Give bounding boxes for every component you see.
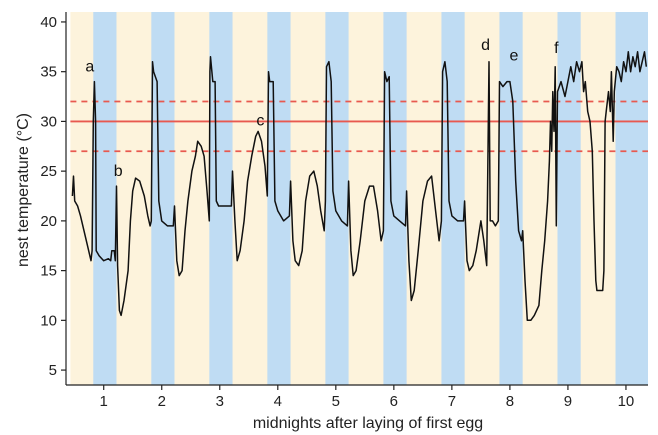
x-tick-label: 4: [274, 393, 282, 410]
y-tick-label: 10: [40, 312, 57, 329]
night-band-8: [499, 12, 523, 385]
x-tick-label: 8: [506, 393, 514, 410]
temperature-line: [71, 51, 648, 322]
annotation-a: a: [85, 59, 94, 76]
y-tick-label: 30: [40, 113, 57, 130]
x-tick-label: 5: [332, 393, 340, 410]
night-band-1: [93, 12, 117, 385]
x-tick-label: 9: [564, 393, 572, 410]
y-axis-ticks: 5 10 15 20 25 30 35 40: [40, 14, 66, 379]
y-axis-label: nest temperature (°C): [15, 113, 32, 267]
night-band-5: [325, 12, 349, 385]
annotation-d: d: [481, 37, 490, 54]
y-tick-label: 20: [40, 213, 57, 230]
y-tick-label: 35: [40, 64, 57, 81]
axes: [65, 12, 648, 386]
day-night-bands: [70, 12, 648, 385]
x-axis-ticks: 1 2 3 4 5 6 7 8 9 10: [100, 385, 635, 410]
night-band-9: [557, 12, 581, 385]
annotations: a b c d e f: [85, 37, 559, 180]
x-tick-label: 2: [158, 393, 166, 410]
y-tick-label: 25: [40, 163, 57, 180]
x-tick-label: 1: [100, 393, 108, 410]
x-tick-label: 7: [448, 393, 456, 410]
x-tick-label: 3: [216, 393, 224, 410]
annotation-c: c: [256, 112, 264, 129]
y-tick-label: 15: [40, 263, 57, 280]
night-band-3: [209, 12, 233, 385]
x-axis-label: midnights after laying of first egg: [253, 415, 483, 432]
night-band-4: [267, 12, 291, 385]
night-band-2: [151, 12, 175, 385]
y-tick-label: 5: [49, 362, 57, 379]
night-band-10: [615, 12, 648, 385]
y-tick-label: 40: [40, 14, 57, 31]
x-tick-label: 6: [390, 393, 398, 410]
annotation-f: f: [554, 40, 559, 57]
x-tick-label: 10: [618, 393, 635, 410]
annotation-e: e: [510, 48, 519, 65]
night-band-6: [383, 12, 407, 385]
temperature-trace: [71, 51, 648, 322]
annotation-b: b: [114, 163, 123, 180]
